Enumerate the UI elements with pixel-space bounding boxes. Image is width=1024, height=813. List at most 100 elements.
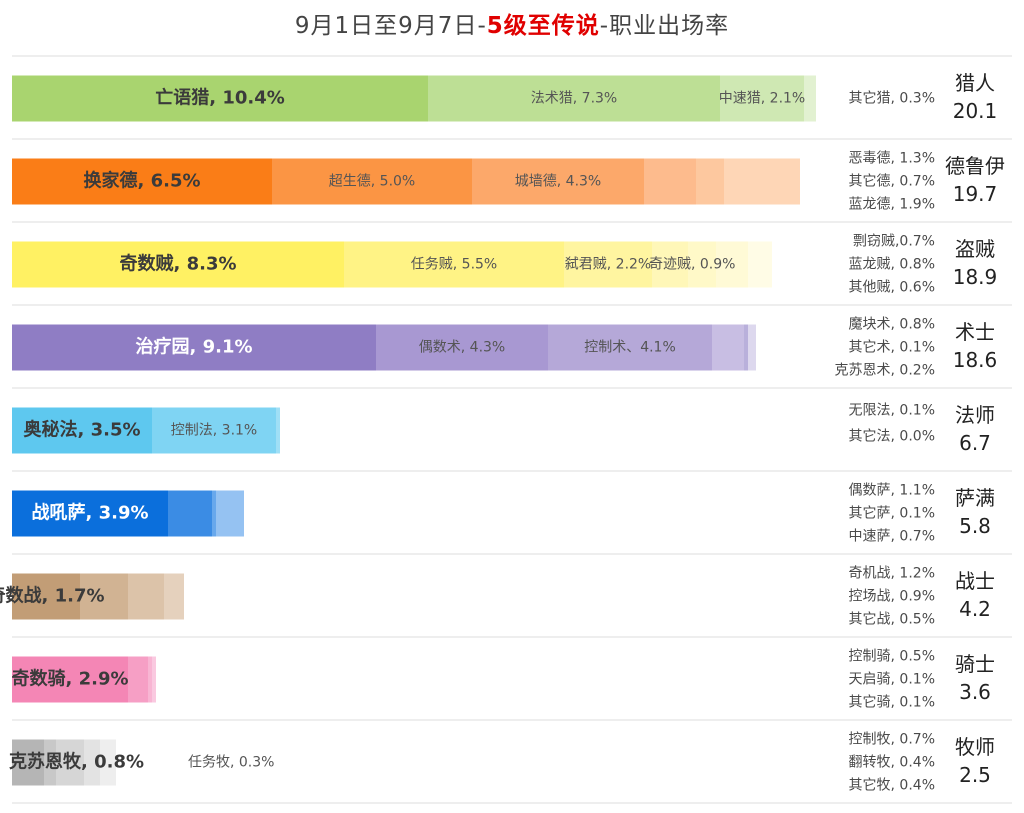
side-label: 其它德, 0.7% (849, 173, 935, 190)
segment-label-main: 亡语猎, 10.4% (155, 87, 285, 109)
bar-segment (44, 739, 56, 786)
segment-label-main: 克苏恩牧, 0.8% (9, 751, 144, 773)
bar-segment (216, 490, 244, 537)
class-total: 5.8 (959, 514, 991, 538)
bar-segment (716, 241, 748, 288)
bar-segment (168, 490, 212, 537)
title-prefix: 9月1日至9月7日- (295, 13, 487, 39)
side-label: 控制骑, 0.5% (849, 649, 935, 665)
side-label: 其它战, 0.5% (849, 611, 935, 628)
segment-label-main: 治疗园, 9.1% (135, 336, 252, 358)
class-name: 法师 (955, 403, 995, 427)
bar-segment (564, 241, 652, 288)
side-label: 其它牧, 0.4% (849, 777, 935, 794)
bar-segment (696, 158, 724, 205)
segment-label-main: 奇数骑, 2.9% (11, 668, 128, 690)
side-label: 中速萨, 0.7% (849, 529, 935, 545)
bar-segment (748, 241, 772, 288)
chart-title: 9月1日至9月7日-5级至传说-职业出场率 (295, 12, 729, 39)
segment-label-main: 奇数贼, 8.3% (119, 253, 236, 275)
bar-segment (272, 158, 472, 205)
class-name: 骑士 (955, 652, 995, 676)
segment-label: 控制术、4.1% (584, 340, 676, 356)
bar-segment (472, 158, 644, 205)
side-label: 剽窃贼,0.7% (853, 234, 935, 250)
bar-segment (12, 158, 272, 205)
bar-segment (12, 407, 152, 454)
bar-segment (152, 407, 276, 454)
side-label: 其它猎, 0.3% (849, 90, 935, 107)
side-label: 无限法, 0.1% (849, 403, 935, 419)
title-suffix: -职业出场率 (600, 13, 729, 39)
class-total: 19.7 (953, 182, 998, 206)
bar-segment (652, 241, 688, 288)
segment-label: 任务贼, 5.5% (411, 257, 497, 273)
class-total: 20.1 (953, 99, 998, 123)
segment-label-main: 奇数战, 1.7% (0, 585, 105, 607)
side-label: 其它萨, 0.1% (849, 505, 935, 522)
side-label: 魔块术, 0.8% (849, 317, 935, 333)
bar-segment (720, 75, 804, 122)
segment-label-main: 奥秘法, 3.5% (23, 419, 140, 441)
class-name: 术士 (955, 320, 995, 344)
segment-label: 控制法, 3.1% (171, 423, 257, 439)
bar-segment (128, 656, 148, 703)
class-name: 牧师 (955, 735, 995, 759)
segment-label: 法术猎, 7.3% (531, 91, 617, 107)
class-name: 德鲁伊 (945, 154, 1005, 178)
bar-segment (712, 324, 744, 371)
side-label: 蓝龙德, 1.9% (849, 197, 935, 213)
segment-label: 偶数术, 4.3% (419, 340, 505, 356)
side-label: 恶毒德, 1.3% (849, 151, 935, 167)
bar-segment (744, 324, 748, 371)
bar-segment (164, 573, 184, 620)
class-total: 4.2 (959, 597, 991, 621)
segment-label-main: 换家德, 6.5% (83, 170, 200, 192)
side-label: 其他贼, 0.6% (849, 280, 935, 296)
side-label: 偶数萨, 1.1% (849, 483, 935, 499)
bar-segment (804, 75, 816, 122)
side-label: 控制牧, 0.7% (849, 732, 935, 748)
bar-segment (548, 324, 712, 371)
segment-label: 城墙德, 4.3% (515, 174, 601, 190)
bar-segment (12, 490, 168, 537)
bar-segment (376, 324, 548, 371)
class-total: 6.7 (959, 431, 991, 455)
side-label: 天启骑, 0.1% (849, 672, 935, 688)
bar-segment (12, 739, 44, 786)
segment-label: 超生德, 5.0% (329, 174, 415, 190)
bar-segment (276, 407, 280, 454)
class-name: 萨满 (955, 486, 995, 510)
side-label: 克苏恩术, 0.2% (835, 363, 935, 379)
segment-label: 弑君贼, 2.2% (565, 257, 651, 273)
side-label: 其它法, 0.0% (849, 428, 935, 445)
side-label: 其它骑, 0.1% (849, 694, 935, 711)
bar-segment (56, 739, 84, 786)
side-label: 翻转牧, 0.4% (849, 755, 935, 771)
class-total: 3.6 (959, 680, 991, 704)
segment-label: 中速猎, 2.1% (719, 91, 805, 107)
bar-segment (12, 324, 376, 371)
class-total: 2.5 (959, 763, 991, 787)
bar-segment (688, 241, 716, 288)
side-label: 其它术, 0.1% (849, 339, 935, 356)
bar-segment (100, 739, 116, 786)
bar-segment (644, 158, 696, 205)
class-name: 战士 (955, 569, 995, 593)
side-label: 控场战, 0.9% (849, 589, 935, 605)
segment-label: 任务牧, 0.3% (188, 755, 274, 771)
bar-segment (12, 75, 428, 122)
bar-segment (12, 656, 128, 703)
segment-label-main: 战吼萨, 3.9% (31, 502, 148, 524)
side-label: 蓝龙贼, 0.8% (849, 257, 935, 273)
side-label: 奇机战, 1.2% (849, 565, 935, 582)
class-name: 盗贼 (955, 237, 995, 261)
bar-segment (84, 739, 100, 786)
bar-segment (748, 324, 756, 371)
bar-segment (152, 656, 156, 703)
bar-segment (128, 573, 164, 620)
bar-segment (344, 241, 564, 288)
bar-segment (212, 490, 216, 537)
